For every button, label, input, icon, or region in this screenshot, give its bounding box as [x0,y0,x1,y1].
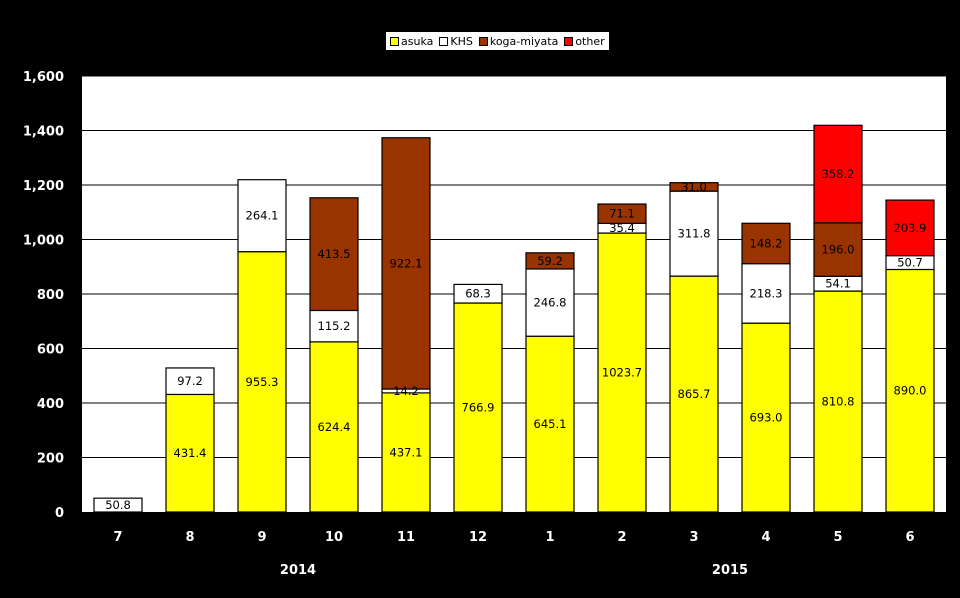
x-tick-label: 9 [257,530,266,545]
legend-label: KHS [450,34,473,48]
year-label: 2014 [280,563,316,578]
y-tick-label: 1,600 [23,70,64,85]
data-label: 766.9 [462,401,495,415]
data-label: 196.0 [822,243,855,257]
x-tick-label: 4 [761,530,770,545]
bar-segment-koga-miyata [813,222,863,277]
data-label: 50.8 [105,498,131,512]
x-tick-label: 6 [905,530,914,545]
bar-segment-asuka [237,251,287,513]
legend-swatch [439,36,449,46]
bar-segment-koga-miyata [309,197,359,312]
bar-segment-asuka [741,322,791,513]
bar-segment-khs [669,190,719,277]
data-label: 14.2 [393,384,419,398]
bar-segment-khs [93,497,143,513]
data-label: 203.9 [894,221,927,235]
data-label: 115.2 [318,319,351,333]
data-label: 54.1 [825,277,851,291]
data-label: 71.1 [609,207,635,221]
x-tick-label: 5 [833,530,842,545]
bar-segment-khs [165,367,215,396]
bar-segment-asuka [597,232,647,513]
year-label: 2015 [712,563,748,578]
data-label: 358.2 [822,167,855,181]
data-label: 148.2 [750,236,783,250]
bar-segment-asuka [165,393,215,513]
bar-segment-khs [453,283,503,304]
data-label: 922.1 [390,256,423,270]
data-label: 865.7 [678,387,711,401]
bar-segment-koga-miyata [381,137,431,390]
bar-segment-asuka [381,392,431,513]
x-tick-label: 1 [545,530,554,545]
x-tick-label: 8 [185,530,194,545]
bar-segment-asuka [813,290,863,513]
y-tick-label: 600 [37,343,64,358]
y-tick-label: 800 [37,288,64,303]
bar-segment-khs [525,268,575,337]
data-label: 97.2 [177,374,203,388]
data-label: 264.1 [246,209,279,223]
y-tick-label: 400 [37,397,64,412]
data-label: 693.0 [750,411,783,425]
legend-swatch [478,36,488,46]
bar-segment-asuka [525,335,575,513]
x-tick-label: 11 [397,530,415,545]
bar-segment-koga-miyata [741,222,791,265]
legend-swatch [564,36,574,46]
data-label: 645.1 [534,417,567,431]
legend-item: asuka [390,35,433,48]
data-label: 68.3 [465,287,491,301]
bar-segment-asuka [669,275,719,513]
bar-segment-khs [237,179,287,253]
data-label: 311.8 [678,227,711,241]
bar-segment-koga-miyata [525,252,575,270]
data-label: 246.8 [534,296,567,310]
y-tick-label: 1,400 [23,125,64,140]
data-label: 50.7 [897,256,923,270]
y-tick-label: 0 [55,506,64,521]
data-label: 59.2 [537,254,563,268]
bar-segment-khs [309,309,359,343]
data-label: 431.4 [174,446,207,460]
bar-segment-asuka [453,302,503,513]
legend-label: koga-miyata [489,34,559,48]
data-label: 413.5 [318,247,351,261]
y-tick-label: 200 [37,452,64,467]
legend-item: koga-miyata [478,34,559,48]
legend-item: KHS [439,34,473,48]
data-label: 1023.7 [602,366,642,380]
data-label: 437.1 [390,445,423,459]
legend-label: other [575,34,605,48]
bar-segment-koga-miyata [597,203,647,224]
data-label: 890.0 [894,384,927,398]
legend-swatch [390,36,399,46]
x-tick-label: 7 [113,530,122,545]
data-label: 31.0 [681,180,707,194]
bar-segment-asuka [309,341,359,513]
bar-segment-other [813,124,863,224]
x-tick-label: 10 [325,530,343,545]
data-label: 810.8 [822,395,855,409]
x-tick-label: 2 [617,530,626,545]
data-label: 955.3 [246,375,279,389]
legend-item: other [564,34,605,48]
legend-label: asuka [401,34,434,48]
bar-segment-asuka [885,268,935,513]
bar-segment-other [885,199,935,257]
data-label: 35.4 [609,221,635,235]
y-tick-label: 1,000 [23,234,64,249]
bar-segment-khs [741,263,791,324]
data-label: 624.4 [318,420,351,434]
x-tick-label: 3 [689,530,698,545]
legend: asuka KHS koga-miyata other [386,32,609,50]
y-tick-label: 1,200 [23,179,64,194]
x-tick-label: 12 [469,530,487,545]
bar-segment-koga-miyata [669,182,719,192]
data-label: 218.3 [750,286,783,300]
